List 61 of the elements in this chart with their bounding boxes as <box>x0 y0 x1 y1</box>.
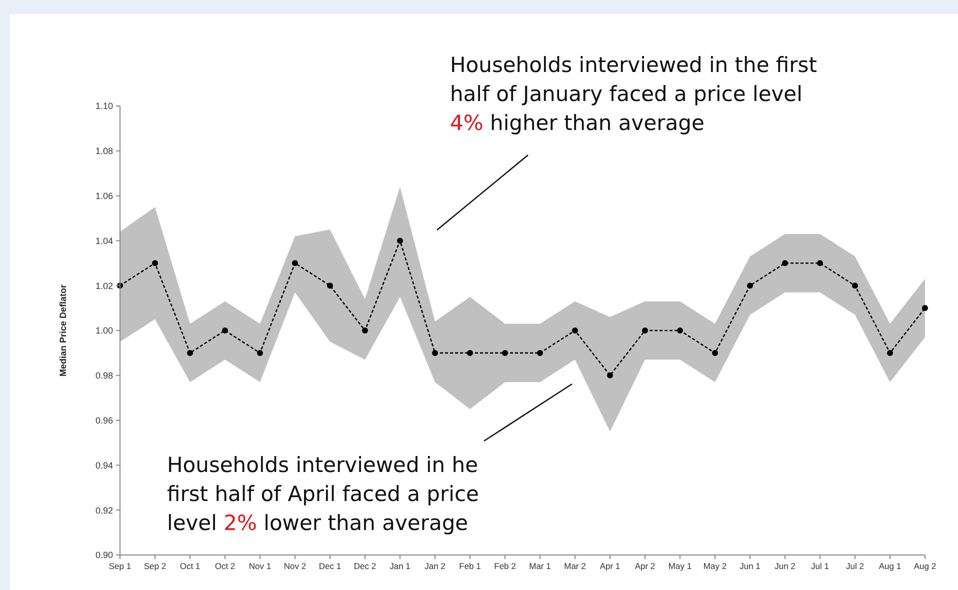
point <box>537 350 543 356</box>
point <box>852 282 858 289</box>
point <box>502 350 508 356</box>
point <box>467 350 473 356</box>
y-tick-label: 1.06 <box>95 190 113 201</box>
x-tick-label: Sep 2 <box>144 561 166 571</box>
point <box>817 260 823 266</box>
x-tick-label: Feb 1 <box>459 561 482 571</box>
point <box>712 350 718 356</box>
y-tick-label: 0.90 <box>95 550 113 560</box>
y-axis-title: Median Price Deflator <box>58 284 68 377</box>
x-tick-label: Jul 1 <box>811 561 830 571</box>
y-tick-label: 0.94 <box>95 460 113 470</box>
y-tick-label: 1.02 <box>95 280 113 291</box>
y-tick-label: 1.08 <box>95 146 113 156</box>
x-tick-label: May 2 <box>703 561 727 571</box>
x-tick-label: Jun 2 <box>774 561 796 571</box>
point <box>222 328 228 334</box>
point <box>747 282 753 289</box>
point <box>572 328 578 334</box>
point <box>782 260 788 266</box>
x-tick-label: Apr 2 <box>634 561 656 571</box>
x-tick-label: May 1 <box>668 561 692 571</box>
point <box>362 328 368 334</box>
x-tick-label: Oct 2 <box>214 561 236 571</box>
x-tick-label: Mar 2 <box>564 561 586 571</box>
point <box>887 350 893 356</box>
point <box>257 350 263 356</box>
annotation: Households interviewed in the first half of January faced a price level 4% higher than average <box>450 53 817 135</box>
point <box>432 350 438 356</box>
point <box>677 328 683 334</box>
x-tick-label: Nov 1 <box>248 561 272 571</box>
y-tick-label: 1.04 <box>95 236 113 246</box>
x-tick-label: Jun 1 <box>740 561 761 571</box>
x-tick-label: Dec 2 <box>354 561 376 571</box>
x-tick-label: Sep 1 <box>108 561 132 571</box>
x-tick-label: Aug 1 <box>878 561 902 571</box>
x-tick-label: Oct 1 <box>180 561 200 571</box>
point <box>922 305 928 312</box>
point <box>642 328 648 334</box>
x-tick-label: Jan 1 <box>390 561 411 571</box>
point <box>397 238 403 244</box>
point <box>292 260 298 266</box>
x-tick-label: Nov 2 <box>284 561 306 571</box>
x-tick-label: Jan 2 <box>424 561 446 571</box>
x-tick-label: Dec 1 <box>318 561 342 571</box>
point <box>152 260 158 266</box>
x-tick-label: Mar 1 <box>529 561 552 571</box>
y-tick-label: 1.10 <box>95 101 113 112</box>
y-tick-label: 0.96 <box>95 415 113 426</box>
point <box>327 282 333 289</box>
y-tick-label: 0.98 <box>95 370 113 381</box>
point <box>187 350 193 356</box>
x-tick-label: Apr 1 <box>600 561 620 571</box>
x-tick-label: Aug 2 <box>914 561 936 571</box>
annotation: Households interviewed in he first half of April faced a price level 2% lower than average <box>167 453 479 535</box>
x-tick-label: Jul 2 <box>846 561 864 571</box>
point <box>607 372 613 378</box>
x-tick-label: Feb 2 <box>494 561 516 571</box>
y-tick-label: 1.00 <box>95 326 113 336</box>
y-tick-label: 0.92 <box>95 505 113 516</box>
